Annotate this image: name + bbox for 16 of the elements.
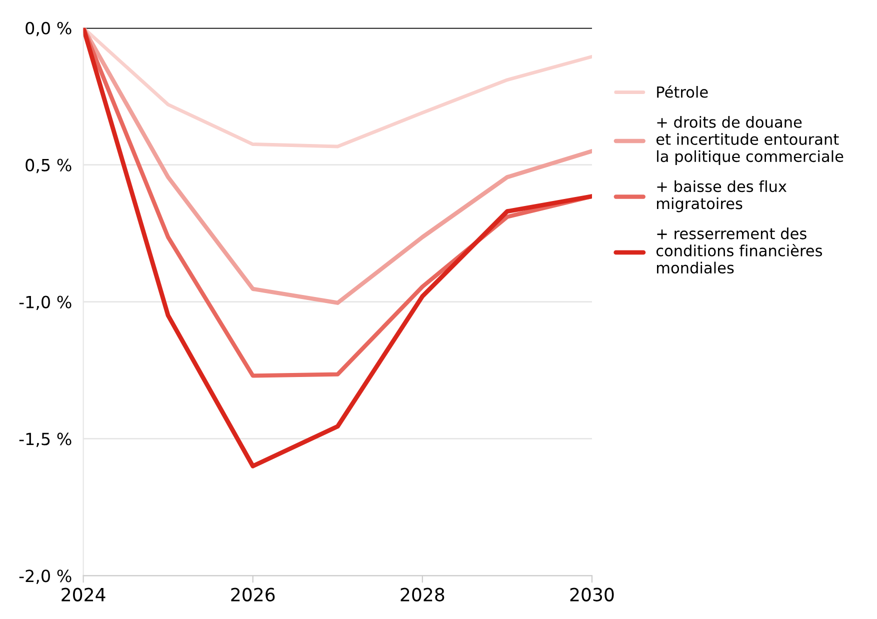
y-tick-label: 0,5 %	[26, 158, 72, 174]
x-tick-label: 2030	[570, 588, 614, 602]
legend-label: Pétrole	[657, 85, 708, 98]
x-tick-label: 2028	[400, 588, 444, 602]
x-tick-label: 2024	[62, 588, 106, 602]
legend-label: + baisse des flux migratoires	[657, 180, 787, 212]
y-tick-label: -1,5 %	[19, 432, 72, 447]
legend-label: + resserrement des conditions financières mondiales	[656, 228, 822, 274]
line-series	[83, 28, 592, 305]
line-series	[83, 28, 592, 468]
legend-label: + droits de douane et incertitude entourant la politique commerciale	[656, 116, 844, 166]
x-tick-label: 2026	[231, 588, 275, 602]
line-series	[83, 28, 592, 148]
y-tick-label: -1,0 %	[19, 296, 72, 310]
y-tick-label: -2,0 %	[19, 570, 72, 584]
y-tick-label: 0,0 %	[26, 22, 72, 36]
